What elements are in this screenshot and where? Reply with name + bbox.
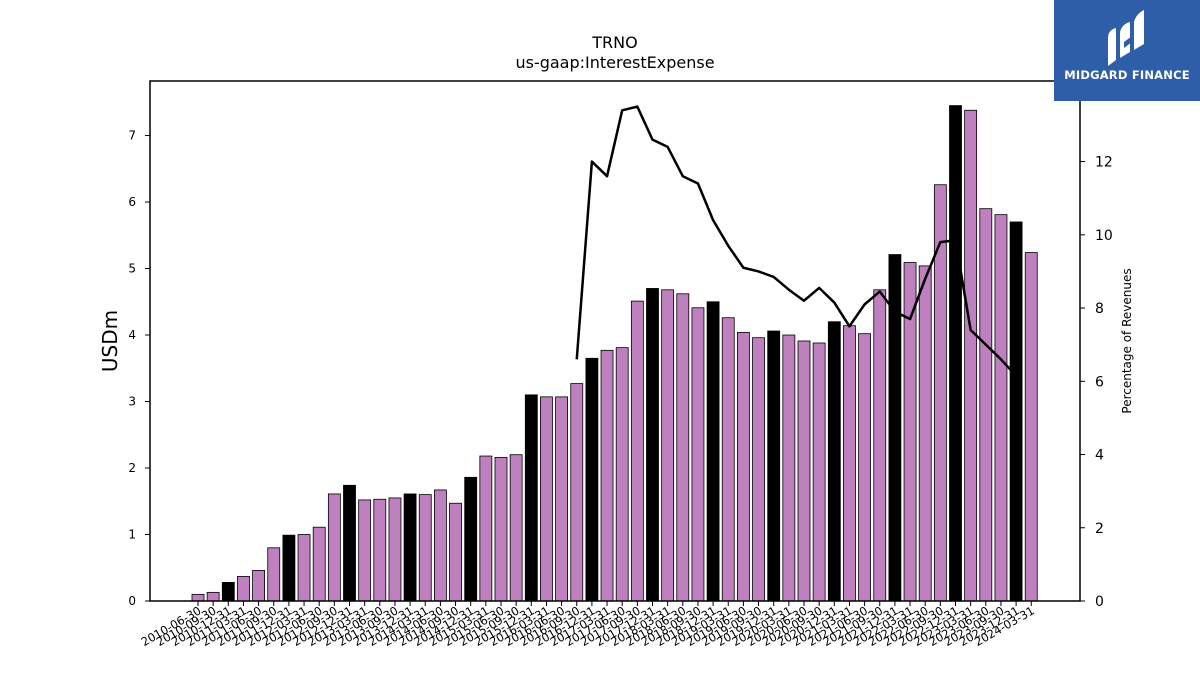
bar (191, 593, 205, 602)
bar (615, 347, 629, 602)
bar (221, 581, 235, 602)
bar (464, 476, 478, 602)
bar (903, 262, 917, 602)
line-group (575, 105, 1018, 377)
bar (494, 456, 508, 602)
bar (449, 502, 462, 602)
bar (1009, 221, 1023, 602)
bar (327, 493, 341, 602)
bar (403, 493, 417, 602)
bar (827, 321, 841, 602)
bar (358, 499, 372, 602)
y-tick-label: 6 (128, 195, 136, 209)
bar (706, 301, 720, 602)
bar (237, 576, 250, 602)
y2-tick-label: 10 (1095, 228, 1113, 244)
bar (691, 307, 705, 602)
y2-axis-label: Percentage of Revenues (1120, 268, 1134, 413)
bar (949, 105, 962, 602)
midgard-finance-logo: MIDGARD FINANCE (1054, 0, 1200, 101)
bar (630, 300, 644, 602)
bar (676, 293, 690, 602)
y2-tick-label: 6 (1095, 374, 1104, 390)
bar (752, 337, 765, 602)
y2-tick-label: 0 (1095, 594, 1104, 610)
bar (646, 288, 659, 602)
bar (343, 484, 356, 602)
series-line (575, 105, 1018, 377)
bar (433, 489, 447, 602)
y-tick-label: 4 (128, 328, 136, 342)
y-axis-label: USDm (98, 310, 122, 372)
bar (600, 349, 614, 602)
y-tick-label: 3 (128, 395, 136, 409)
bar (782, 334, 796, 602)
y2-tick-label: 12 (1095, 155, 1113, 171)
bar (555, 396, 568, 602)
bar (388, 497, 402, 602)
bar (570, 383, 584, 602)
bar (918, 265, 932, 602)
bar (373, 498, 387, 602)
bar (479, 455, 493, 602)
bar (252, 570, 266, 602)
bar (206, 591, 220, 602)
bar (312, 526, 326, 602)
y-tick-label: 2 (128, 461, 136, 475)
bar (418, 494, 432, 602)
bar (282, 534, 296, 602)
bar-group (191, 105, 1038, 602)
bar (267, 547, 281, 602)
y2-tick-label: 2 (1095, 521, 1104, 537)
bar (585, 357, 599, 602)
y-tick-label: 7 (128, 129, 136, 143)
bar (843, 325, 856, 602)
bar (979, 208, 993, 602)
bar (797, 340, 811, 602)
bar (873, 289, 887, 602)
bar (858, 333, 871, 602)
bar (933, 184, 947, 602)
bar (767, 330, 781, 602)
bar (964, 109, 978, 602)
chart-title: TRNO (591, 33, 637, 52)
bar (737, 331, 750, 602)
bar (524, 394, 538, 602)
bar (721, 317, 735, 602)
plot-frame (149, 80, 1081, 602)
bar (509, 454, 523, 602)
x-tick-labels: 2010-06-302010-09-302010-12-312011-03-31… (139, 601, 1037, 649)
bar (661, 289, 675, 602)
y-tick-label: 5 (128, 262, 136, 276)
y2-tick-label: 8 (1095, 301, 1104, 317)
bar (1024, 252, 1038, 602)
bar (812, 342, 826, 602)
chart-subtitle: us-gaap:InterestExpense (515, 53, 714, 72)
bar (994, 214, 1008, 602)
midgard-finance-logo-icon (1108, 10, 1144, 66)
bar (540, 396, 553, 602)
y-tick-label: 1 (128, 528, 136, 542)
y-tick-label: 0 (128, 594, 136, 608)
logo-text: MIDGARD FINANCE (1064, 68, 1190, 82)
bar (297, 534, 311, 602)
y2-tick-label: 4 (1095, 448, 1104, 464)
